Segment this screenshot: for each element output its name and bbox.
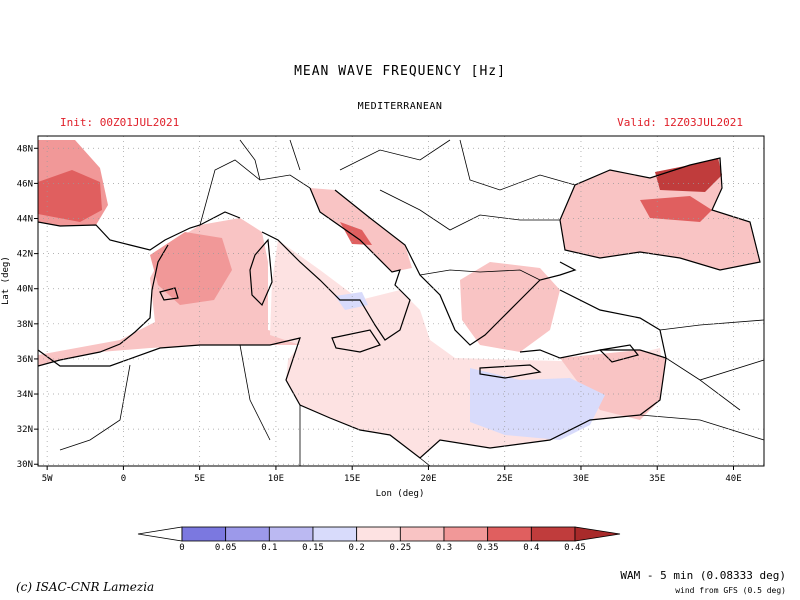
sea-adriatic-max	[340, 222, 372, 245]
colorbar-under-arrow	[137, 526, 183, 542]
region-label: MEDITERRANEAN	[357, 101, 443, 112]
sea-azov	[655, 158, 722, 192]
lat-axis-label: Lat (deg)	[1, 256, 11, 305]
colorbar-bin	[356, 526, 401, 542]
lon-tick-label: 15E	[344, 474, 360, 484]
credit-text: (c) ISAC-CNR Lamezia	[16, 580, 155, 594]
map-title: MEAN WAVE FREQUENCY [Hz]	[294, 64, 506, 79]
lon-tick-label: 35E	[649, 474, 665, 484]
colorbar-bin	[443, 526, 489, 542]
graticule	[38, 136, 764, 466]
colorbar-label: 0.35	[477, 543, 499, 553]
colorbar-label: 0.15	[302, 543, 324, 553]
sea-levantine	[560, 350, 666, 420]
coast-north-africa	[38, 337, 667, 459]
colorbar-label: 0.4	[523, 543, 539, 553]
coast-balearics	[159, 287, 179, 301]
lon-ticks: 5W 0 5E 10E 15E 20E 25E 30E 35E 40E	[42, 466, 742, 484]
sea-balearic	[150, 232, 232, 305]
coast-italy	[261, 187, 411, 341]
sea-low-freq	[470, 368, 605, 440]
colorbar-label: 0.2	[349, 543, 365, 553]
colorbar-bin	[487, 526, 532, 542]
plot-frame	[37, 135, 765, 467]
lon-axis-label: Lon (deg)	[375, 489, 425, 499]
coast-cyprus	[598, 344, 640, 363]
coast-sicily	[331, 329, 381, 353]
model-info: WAM - 5 min (0.08333 deg)	[620, 569, 786, 582]
lat-tick-label: 34N	[17, 390, 33, 400]
coast-turkey	[519, 289, 667, 359]
sea-biscay-max	[38, 170, 102, 222]
border-b	[239, 139, 560, 231]
lat-tick-label: 48N	[17, 144, 33, 154]
colorbar-label: 0.25	[389, 543, 411, 553]
colorbar-bin	[530, 526, 576, 542]
lat-tick-label: 38N	[17, 320, 33, 330]
colorbar-over-arrow	[574, 526, 621, 542]
lon-tick-label: 5E	[194, 474, 205, 484]
colorbar-bin	[312, 526, 358, 542]
coast-crete	[479, 364, 542, 379]
lat-tick-label: 42N	[17, 250, 33, 260]
border-a	[199, 159, 311, 226]
sea-black-max	[640, 196, 712, 222]
colorbar-label: 0.1	[261, 543, 277, 553]
lon-tick-label: 30E	[573, 474, 589, 484]
lon-tick-label: 20E	[420, 474, 436, 484]
coast-iberia	[38, 211, 241, 367]
coast-black-sea	[559, 157, 761, 271]
colorbar-label: 0	[179, 543, 184, 553]
lat-tick-label: 32N	[17, 425, 33, 435]
border-e	[59, 344, 431, 466]
border-d	[639, 319, 764, 441]
lon-tick-label: 40E	[725, 474, 741, 484]
coastlines	[38, 157, 761, 459]
colorbar-label: 0.45	[564, 543, 586, 553]
lat-tick-label: 36N	[17, 355, 33, 365]
lat-tick-label: 46N	[17, 179, 33, 189]
sea-aegean	[460, 262, 560, 352]
coast-balkans	[334, 189, 577, 346]
wave-field	[38, 140, 760, 458]
sea-low-freq-tyrrhenian	[335, 292, 368, 310]
colorbar: 0 0.05 0.1 0.15 0.2 0.25 0.3 0.35 0.4 0.45	[137, 526, 621, 553]
lat-tick-label: 44N	[17, 215, 33, 225]
colorbar-bin	[181, 526, 227, 542]
valid-time: Valid: 12Z03JUL2021	[617, 116, 743, 129]
colorbar-label: 0.3	[436, 543, 452, 553]
lat-ticks: 30N 32N 34N 36N 38N 40N 42N 44N 46N 48N	[17, 144, 38, 470]
lat-tick-label: 30N	[17, 460, 33, 470]
country-borders	[59, 139, 764, 466]
init-time: Init: 00Z01JUL2021	[60, 116, 180, 129]
lat-tick-label: 40N	[17, 285, 33, 295]
coast-sardinia	[249, 238, 273, 307]
lon-tick-label: 25E	[497, 474, 513, 484]
lon-tick-label: 0	[121, 474, 126, 484]
border-c	[419, 139, 576, 281]
lon-tick-label: 10E	[268, 474, 284, 484]
colorbar-bin	[399, 526, 445, 542]
colorbar-bin	[268, 526, 314, 542]
colorbar-bin	[225, 526, 270, 542]
colorbar-label: 0.05	[215, 543, 237, 553]
wind-info: wind from GFS (0.5 deg)	[675, 586, 786, 595]
lon-tick-label: 5W	[42, 474, 53, 484]
